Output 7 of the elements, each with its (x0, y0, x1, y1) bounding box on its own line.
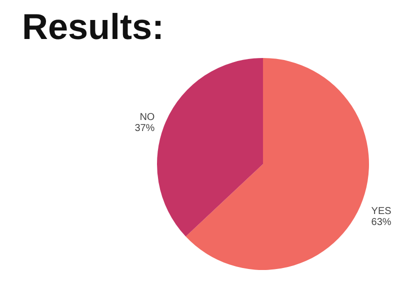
pie-slice (186, 58, 369, 270)
data-label: 63% (371, 216, 392, 228)
slice-label: YES (371, 206, 392, 217)
slice-label: NO (140, 112, 155, 124)
chart-title: Results: (22, 6, 164, 47)
data-label: 37% (134, 123, 155, 134)
pie-slice (157, 58, 263, 237)
